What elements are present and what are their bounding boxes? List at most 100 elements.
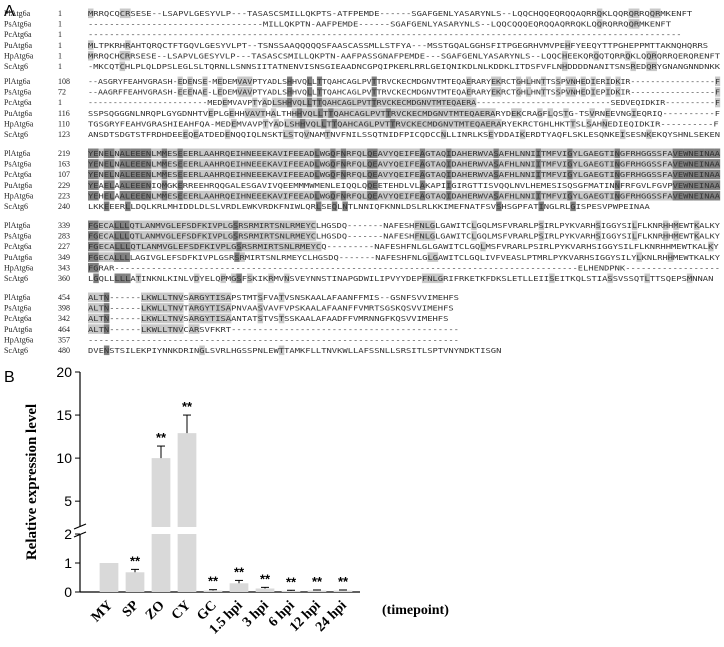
- conservation-shade: [282, 148, 289, 159]
- conservation-shade: [409, 148, 415, 159]
- conservation-shade: [140, 190, 147, 201]
- conservation-shade: [237, 87, 243, 97]
- conservation-shade: [583, 169, 589, 180]
- conservation-shade: [493, 190, 499, 201]
- conservation-shade: [204, 292, 211, 303]
- conservation-shade: [651, 50, 657, 61]
- conservation-shade: [176, 220, 182, 231]
- conservation-shade: [337, 118, 343, 129]
- conservation-shade: [537, 108, 543, 118]
- conservation-shade: [225, 241, 232, 252]
- conservation-shade: [134, 231, 141, 241]
- conservation-shade: [93, 262, 99, 273]
- conservation-shade: [635, 148, 642, 159]
- conservation-shade: [88, 241, 94, 252]
- conservation-shade: [103, 252, 110, 262]
- conservation-shade: [556, 159, 563, 169]
- conservation-shade: [273, 241, 279, 252]
- conservation-shade: [509, 169, 515, 180]
- conservation-shade: [336, 97, 342, 108]
- conservation-shade: [593, 148, 600, 159]
- conservation-shade: [178, 292, 184, 303]
- conservation-shade: [404, 159, 410, 169]
- conservation-shade: [124, 148, 131, 159]
- conservation-shade: [562, 50, 568, 61]
- conservation-shade: [430, 148, 436, 159]
- conservation-shade: [698, 190, 705, 201]
- conservation-shade: [540, 159, 547, 169]
- conservation-shade: [419, 169, 426, 180]
- conservation-shade: [461, 190, 468, 201]
- conservation-shade: [425, 159, 431, 169]
- conservation-shade: [686, 273, 693, 284]
- species-name: PcAtg6a: [4, 30, 32, 39]
- conservation-shade: [326, 97, 333, 108]
- conservation-shade: [225, 303, 232, 313]
- conservation-shade: [644, 273, 650, 284]
- conservation-shade: [194, 313, 200, 324]
- conservation-shade: [215, 313, 221, 324]
- conservation-shade: [219, 148, 226, 159]
- conservation-shade: [667, 169, 673, 180]
- conservation-shade: [530, 190, 536, 201]
- conservation-shade: [314, 159, 320, 169]
- conservation-shade: [406, 108, 413, 118]
- residue-start: 480: [58, 346, 70, 355]
- conservation-shade: [567, 159, 573, 169]
- conservation-shade: [209, 303, 216, 313]
- conservation-shade: [199, 241, 205, 252]
- conservation-shade: [631, 220, 638, 231]
- conservation-shade: [134, 220, 141, 231]
- conservation-shade: [119, 273, 126, 284]
- conservation-shade: [103, 201, 110, 212]
- species-name: PlAtg6a: [4, 293, 31, 302]
- conservation-shade: [535, 190, 542, 201]
- conservation-shade: [182, 148, 189, 159]
- conservation-shade: [247, 76, 253, 87]
- conservation-shade: [609, 169, 615, 180]
- conservation-shade: [453, 108, 460, 118]
- conservation-shade: [551, 148, 557, 159]
- conservation-shade: [467, 190, 473, 201]
- conservation-shade: [498, 190, 505, 201]
- conservation-shade: [590, 76, 596, 87]
- conservation-shade: [284, 118, 290, 129]
- panel-label-b: B: [4, 369, 15, 386]
- conservation-shade: [108, 252, 115, 262]
- conservation-shade: [294, 118, 301, 129]
- conservation-shade: [124, 231, 130, 241]
- conservation-shade: [390, 118, 396, 129]
- conservation-shade: [103, 220, 109, 231]
- conservation-shade: [493, 148, 499, 159]
- conservation-shade: [488, 159, 494, 169]
- conservation-shade: [294, 241, 301, 252]
- conservation-shade: [540, 76, 547, 87]
- conservation-shade: [315, 241, 322, 252]
- conservation-shade: [416, 97, 422, 108]
- species-name: PsAtg6a: [4, 20, 32, 29]
- conservation-shade: [161, 169, 168, 180]
- conservation-shade: [139, 220, 146, 231]
- conservation-shade: [366, 97, 372, 108]
- conservation-shade: [198, 190, 205, 201]
- conservation-shade: [704, 180, 710, 190]
- conservation-shade: [323, 108, 329, 118]
- species-name: PcAtg6a: [4, 98, 32, 107]
- residue-start: 1: [58, 51, 62, 60]
- conservation-shade: [240, 169, 247, 180]
- conservation-shade: [694, 231, 700, 241]
- conservation-shade: [694, 220, 700, 231]
- conservation-shade: [570, 118, 576, 129]
- conservation-shade: [156, 241, 163, 252]
- conservation-shade: [160, 231, 166, 241]
- conservation-shade: [272, 169, 278, 180]
- bar: [177, 433, 197, 527]
- conservation-shade: [224, 159, 231, 169]
- conservation-shade: [496, 118, 502, 129]
- conservation-shade: [651, 61, 657, 72]
- conservation-shade: [496, 201, 502, 212]
- conservation-shade: [130, 148, 136, 159]
- residue-start: 108: [58, 77, 70, 86]
- species-name: PlAtg6a: [4, 221, 31, 230]
- conservation-shade: [141, 313, 147, 324]
